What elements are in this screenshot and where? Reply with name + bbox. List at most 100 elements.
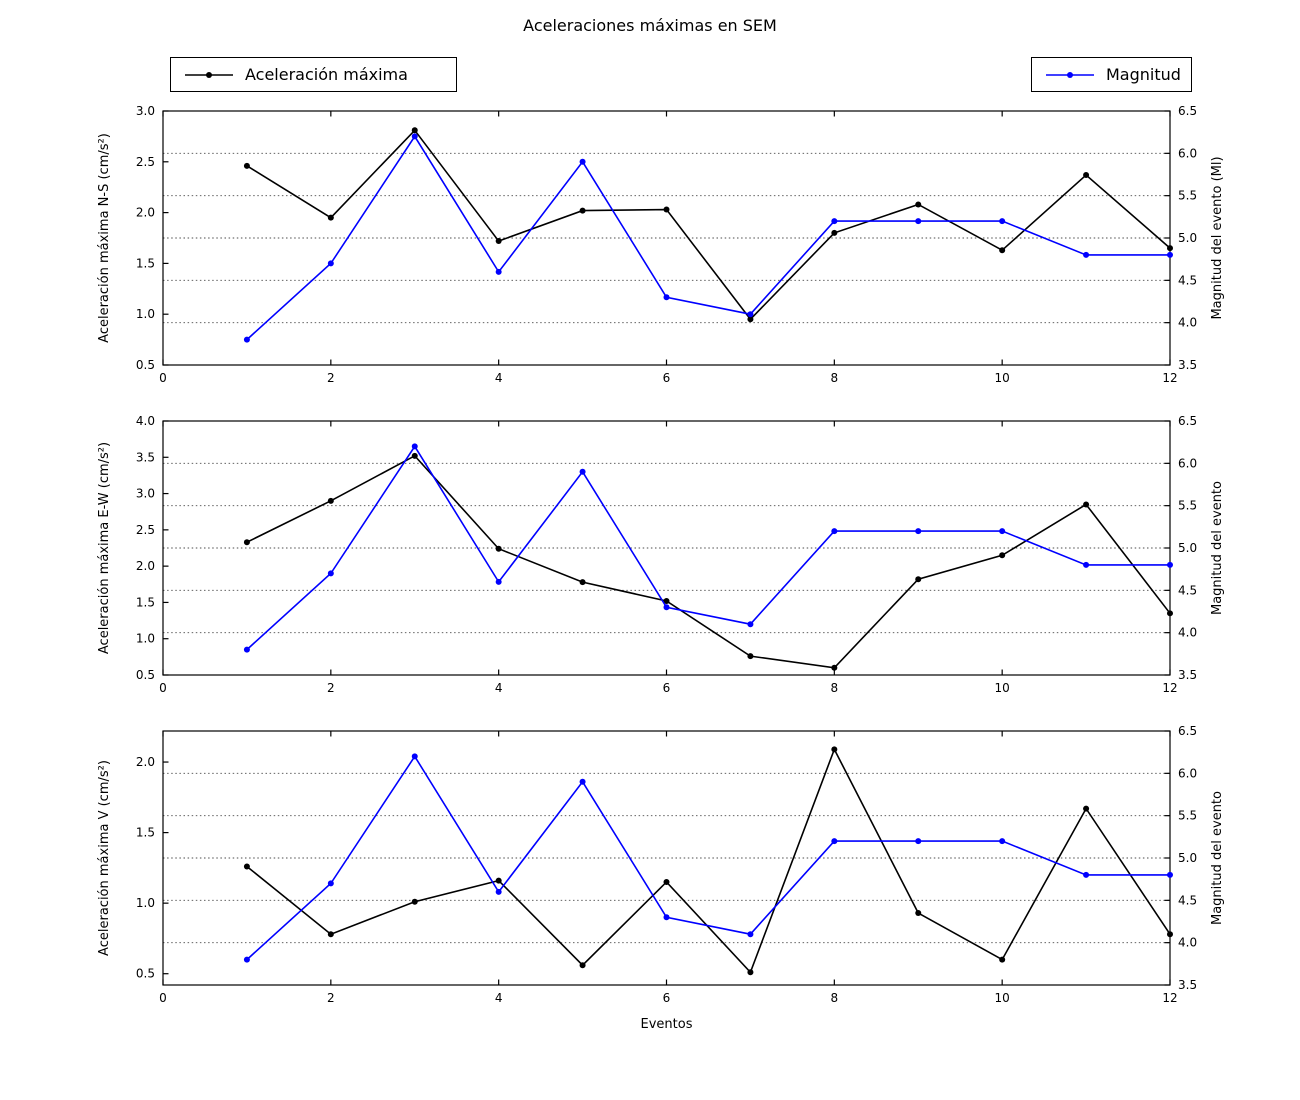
x-tick-label: 6: [663, 681, 671, 695]
chart-title: Aceleraciones máximas en SEM: [523, 16, 777, 35]
data-point-acceleration: [579, 579, 586, 586]
data-point-magnitude: [1083, 561, 1090, 568]
y-tick-label-right: 6.0: [1178, 456, 1197, 470]
x-tick-label: 6: [663, 991, 671, 1005]
data-point-acceleration: [495, 877, 502, 884]
data-point-magnitude: [663, 294, 670, 301]
y-tick-label-right: 6.5: [1178, 414, 1197, 428]
data-point-acceleration: [243, 539, 250, 546]
x-tick-label: 12: [1162, 991, 1177, 1005]
data-point-acceleration: [495, 238, 502, 245]
data-point-acceleration: [915, 910, 922, 917]
data-point-acceleration: [579, 962, 586, 969]
x-tick-label: 4: [495, 991, 503, 1005]
y-tick-label-left: 2.5: [136, 523, 155, 537]
series-line-magnitude: [246, 444, 1170, 651]
x-tick-label: 0: [159, 371, 167, 385]
y-tick-label-right: 5.5: [1178, 499, 1197, 513]
x-tick-label: 2: [327, 681, 335, 695]
data-point-magnitude: [579, 158, 586, 165]
data-point-magnitude: [915, 528, 922, 535]
data-point-magnitude: [327, 260, 334, 267]
y-tick-label-left: 1.5: [136, 826, 155, 840]
y-tick-label-left: 3.0: [136, 104, 155, 118]
data-point-acceleration: [663, 878, 670, 885]
data-point-acceleration: [579, 207, 586, 214]
legend-label-acceleration: Aceleración máxima: [245, 65, 408, 84]
series-line-acceleration: [246, 129, 1171, 321]
y-tick-label-right: 5.5: [1178, 809, 1197, 823]
x-tick-label: 4: [495, 371, 503, 385]
x-tick-label: 6: [663, 371, 671, 385]
y-axis-label-right: Magnitud del evento: [1210, 481, 1225, 615]
data-point-acceleration: [1167, 931, 1173, 938]
y-tick-label-right: 4.0: [1178, 626, 1197, 640]
y-tick-label-right: 4.0: [1178, 936, 1197, 950]
y-tick-label-right: 6.0: [1178, 146, 1197, 160]
legend-magnitude: Magnitud: [1031, 57, 1192, 92]
data-point-acceleration: [915, 576, 922, 583]
legend-label-magnitude: Magnitud: [1106, 65, 1181, 84]
axes-frame: [162, 730, 1171, 986]
x-tick-label: 12: [1162, 371, 1177, 385]
y-tick-label-right: 6.5: [1178, 724, 1197, 738]
data-point-acceleration: [243, 162, 250, 169]
y-tick-label-left: 2.0: [136, 559, 155, 573]
y-tick-label-right: 6.5: [1178, 104, 1197, 118]
data-point-acceleration: [999, 552, 1006, 559]
data-point-magnitude: [831, 528, 838, 535]
y-tick-label-right: 3.5: [1178, 668, 1197, 682]
data-point-acceleration: [747, 316, 754, 323]
data-point-acceleration: [411, 898, 418, 905]
data-point-magnitude: [495, 578, 502, 585]
data-point-magnitude: [1167, 561, 1173, 568]
data-point-magnitude: [747, 311, 754, 318]
y-tick-label-right: 5.0: [1178, 851, 1197, 865]
x-tick-label: 4: [495, 681, 503, 695]
data-point-acceleration: [411, 127, 418, 134]
legend-line-sample-magnitude: [1046, 71, 1094, 78]
legend-acceleration: Aceleración máxima: [170, 57, 457, 92]
data-point-magnitude: [327, 570, 334, 577]
y-tick-label-right: 4.0: [1178, 316, 1197, 330]
data-point-magnitude: [327, 880, 334, 887]
data-point-magnitude: [495, 268, 502, 275]
y-tick-label-left: 1.0: [136, 632, 155, 646]
data-point-magnitude: [411, 133, 418, 140]
y-tick-label-right: 4.5: [1178, 273, 1197, 287]
data-point-acceleration: [327, 214, 334, 221]
data-point-acceleration: [663, 206, 670, 213]
series-line-acceleration: [246, 747, 1171, 974]
x-tick-label: 8: [831, 991, 839, 1005]
y-tick-label-left: 3.5: [136, 450, 155, 464]
x-tick-label: 10: [995, 371, 1010, 385]
data-point-magnitude: [579, 778, 586, 785]
y-tick-label-left: 2.0: [136, 755, 155, 769]
data-point-magnitude: [663, 604, 670, 611]
data-point-magnitude: [243, 646, 250, 653]
y-tick-label-right: 4.5: [1178, 893, 1197, 907]
y-tick-label-right: 3.5: [1178, 358, 1197, 372]
x-tick-label: 2: [327, 991, 335, 1005]
data-point-magnitude: [411, 443, 418, 450]
y-tick-label-left: 1.5: [136, 595, 155, 609]
y-axis-label-right: Magnitud del evento: [1210, 791, 1225, 925]
data-point-acceleration: [1083, 805, 1090, 812]
data-point-acceleration: [915, 201, 922, 208]
data-point-magnitude: [831, 218, 838, 225]
y-tick-label-left: 2.0: [136, 206, 155, 220]
data-point-acceleration: [327, 931, 334, 938]
data-point-acceleration: [327, 497, 334, 504]
data-point-magnitude: [663, 914, 670, 921]
y-tick-label-right: 6.0: [1178, 766, 1197, 780]
data-point-acceleration: [831, 664, 838, 671]
data-point-acceleration: [999, 247, 1006, 254]
y-tick-label-left: 0.5: [136, 967, 155, 981]
y-axis-label-right: Magnitud del evento (Ml): [1210, 156, 1225, 319]
data-point-magnitude: [999, 528, 1006, 535]
x-axis-label: Eventos: [641, 1017, 693, 1032]
y-tick-label-left: 1.0: [136, 896, 155, 910]
data-point-acceleration: [1167, 245, 1173, 252]
